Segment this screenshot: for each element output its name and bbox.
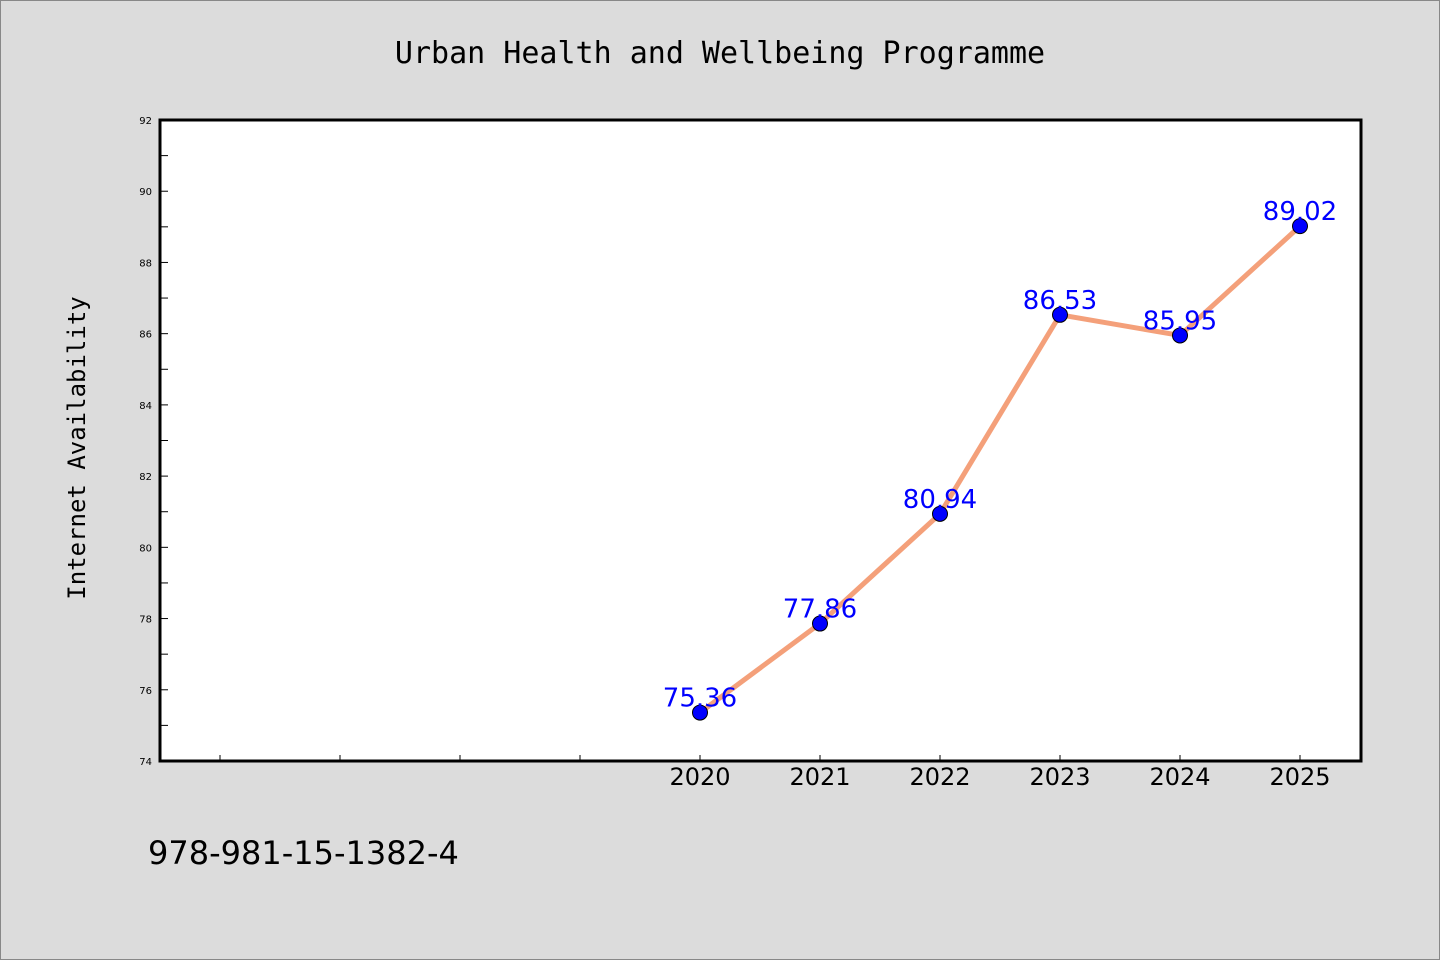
x-tick-label: 2024: [1149, 763, 1210, 791]
data-point-marker: [812, 615, 828, 632]
data-label: 75.36: [663, 684, 737, 714]
x-tick-label: 2022: [909, 763, 970, 791]
y-tick-label: 76: [139, 686, 152, 697]
data-labels: 75.36 77.86 80.94 86.53 85.95 89.02: [663, 197, 1337, 713]
x-tick-label: 2021: [789, 763, 850, 791]
y-tick-label: 90: [139, 187, 152, 198]
x-tick-label: 2025: [1269, 763, 1330, 791]
data-label: 85.95: [1143, 306, 1217, 336]
y-tick-label: 88: [139, 258, 152, 269]
isbn-footer: 978-981-15-1382-4: [148, 834, 459, 872]
y-tick-label: 84: [139, 401, 152, 412]
plot-frame: [158, 118, 1363, 763]
data-label: 86.53: [1023, 286, 1097, 316]
y-axis-label: Internet Availability: [63, 296, 91, 599]
x-tick-label: 2020: [669, 763, 730, 791]
y-tick-label: 78: [139, 615, 152, 626]
y-tick-label: 86: [139, 330, 152, 341]
data-point-marker: [1172, 327, 1188, 344]
data-label: 89.02: [1263, 197, 1337, 227]
data-point-marker: [1052, 306, 1068, 323]
data-point-marker: [692, 704, 708, 721]
plot-area: [160, 120, 1361, 761]
y-tick-label: 92: [139, 116, 152, 127]
data-point-marker: [932, 505, 948, 522]
data-series: [692, 218, 1308, 721]
y-tick-label: 82: [139, 472, 152, 483]
data-point-marker: [1292, 218, 1308, 235]
data-label: 80.94: [903, 485, 977, 515]
series-line: [697, 223, 1303, 716]
y-tick-label: 80: [139, 543, 152, 554]
x-tick-label: 2023: [1029, 763, 1090, 791]
y-tick-label: 74: [139, 757, 152, 768]
chart-title: Urban Health and Wellbeing Programme: [395, 36, 1045, 71]
data-label: 77.86: [783, 595, 857, 625]
